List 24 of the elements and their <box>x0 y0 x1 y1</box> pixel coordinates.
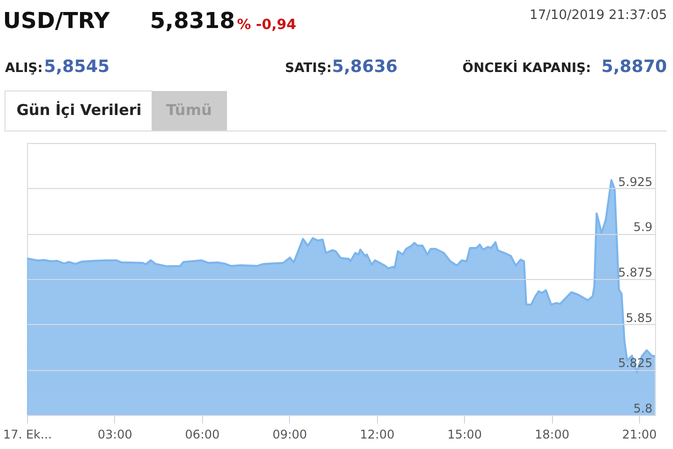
x-tick-label: 09:00 <box>272 428 308 442</box>
text: 17/10/2019 21:37:05 <box>530 8 667 23</box>
x-tick-label: 18:00 <box>534 428 570 442</box>
x-tick-label: 06:00 <box>185 428 220 442</box>
x-tick-label: 12:00 <box>360 428 394 442</box>
text: SATIŞ: <box>285 61 332 76</box>
text: 5,8545 <box>44 57 110 77</box>
text: Gün İçi Verileri <box>16 101 142 119</box>
x-tick-label: 03:00 <box>98 428 132 442</box>
x-tick-label: 15:00 <box>447 428 482 442</box>
x-tick-label: 17. Ek... <box>3 428 52 442</box>
y-tick-label: 5.9 <box>633 220 652 234</box>
text: ALIŞ: <box>5 61 43 76</box>
text: ÖNCEKİ KAPANIŞ: <box>462 59 591 76</box>
y-tick-label: 5.85 <box>626 310 652 325</box>
text: 5,8870 <box>601 57 668 77</box>
chart-title: USD/TRY <box>3 9 111 34</box>
y-tick-label: 5.875 <box>618 266 652 280</box>
y-tick-label: 5.925 <box>618 174 652 189</box>
text: 5,8636 <box>332 57 398 77</box>
text: 5,8318 <box>150 9 235 34</box>
x-tick-label: 21:00 <box>622 428 657 442</box>
y-tick-label: 5.8 <box>633 402 652 416</box>
text: % -0,94 <box>237 17 297 33</box>
